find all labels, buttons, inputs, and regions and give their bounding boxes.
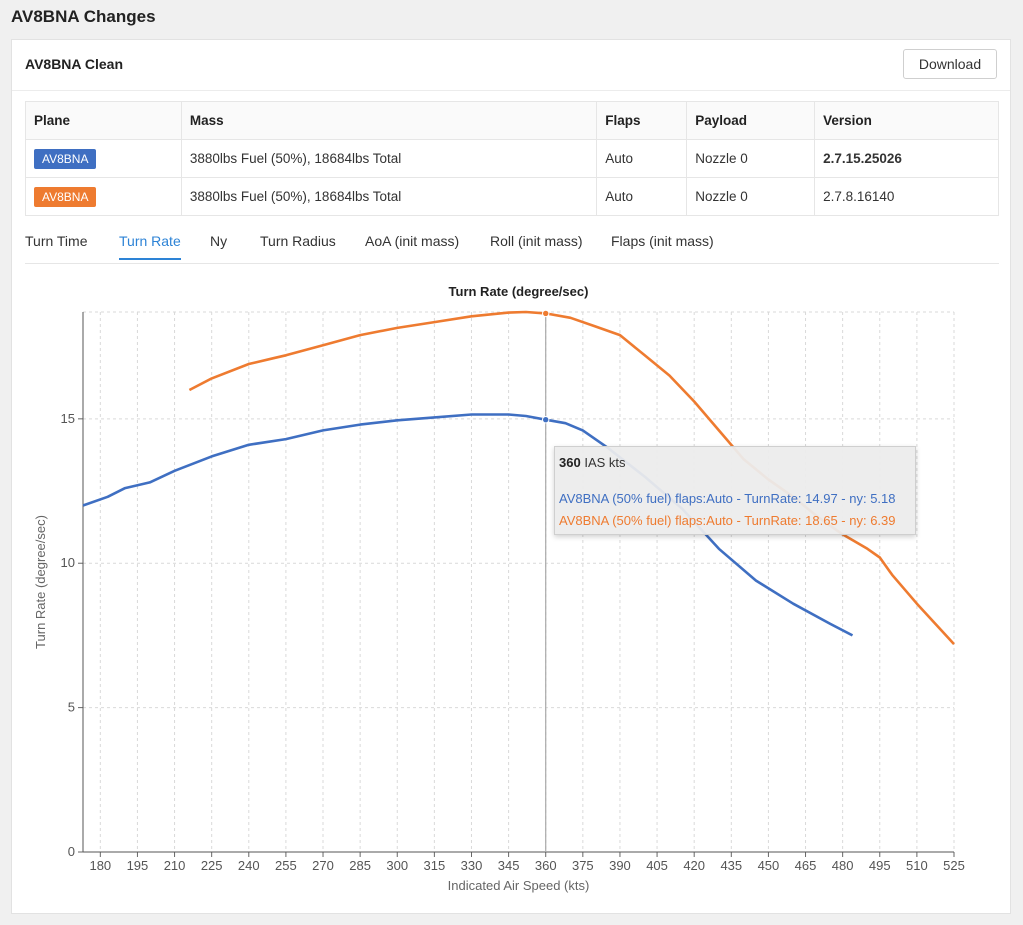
tab-ny[interactable]: Ny [210, 233, 228, 249]
x-tick-label: 180 [89, 858, 111, 873]
x-tick-label: 495 [869, 858, 891, 873]
planes-table: Plane Mass Flaps Payload Version AV8BNA … [25, 101, 999, 216]
tab-aoa[interactable]: AoA (init mass) [365, 233, 460, 249]
tooltip-row-series-2: AV8BNA (50% fuel) flaps:Auto - TurnRate:… [559, 513, 896, 528]
x-tick-label: 210 [164, 858, 186, 873]
tooltip-row-series-1: AV8BNA (50% fuel) flaps:Auto - TurnRate:… [559, 491, 896, 506]
header-plane: Plane [25, 101, 182, 140]
chart-title: Turn Rate (degree/sec) [449, 284, 589, 299]
tooltip-header: 360 IAS kts [559, 455, 626, 470]
header-version: Version [814, 101, 999, 140]
tab-turn-rate[interactable]: Turn Rate [119, 233, 181, 260]
plane-tag: AV8BNA [34, 186, 97, 207]
cursor-point-1 [542, 416, 550, 424]
x-tick-label: 255 [275, 858, 297, 873]
x-tick-label: 315 [424, 858, 446, 873]
y-tick-label: 10 [61, 555, 75, 570]
card-title: AV8BNA Clean [25, 56, 124, 72]
payload-cell: Nozzle 0 [686, 139, 816, 178]
x-tick-label: 225 [201, 858, 223, 873]
x-axis-label: Indicated Air Speed (kts) [448, 878, 590, 893]
table-header-row: Plane Mass Flaps Payload Version [25, 101, 999, 140]
x-tick-label: 420 [683, 858, 705, 873]
x-tick-label: 435 [720, 858, 742, 873]
card-header: AV8BNA Clean Download [12, 40, 1010, 91]
x-tick-label: 390 [609, 858, 631, 873]
x-tick-label: 345 [498, 858, 520, 873]
x-tick-label: 300 [386, 858, 408, 873]
table-row: AV8BNA 3880lbs Fuel (50%), 18684lbs Tota… [25, 139, 999, 178]
x-tick-label: 240 [238, 858, 260, 873]
y-axis-label: Turn Rate (degree/sec) [33, 515, 48, 649]
x-tick-label: 360 [535, 858, 557, 873]
tab-flaps[interactable]: Flaps (init mass) [611, 233, 714, 249]
tooltip-speed: 360 [559, 455, 581, 470]
header-flaps: Flaps [596, 101, 688, 140]
x-tick-label: 480 [832, 858, 854, 873]
page-title: AV8BNA Changes [11, 7, 156, 26]
x-tick-label: 270 [312, 858, 334, 873]
x-tick-label: 525 [943, 858, 965, 873]
x-tick-label: 405 [646, 858, 668, 873]
tab-turn-time[interactable]: Turn Time [25, 233, 88, 249]
x-tick-label: 285 [349, 858, 371, 873]
y-tick-label: 0 [68, 844, 75, 859]
flaps-cell: Auto [596, 177, 688, 216]
header-mass: Mass [180, 101, 598, 140]
x-tick-label: 330 [461, 858, 483, 873]
plane-cell: AV8BNA [25, 177, 182, 216]
flaps-cell: Auto [596, 139, 688, 178]
chart-tooltip: 360 IAS kts AV8BNA (50% fuel) flaps:Auto… [554, 446, 916, 535]
y-tick-label: 15 [61, 411, 75, 426]
plane-tag: AV8BNA [34, 148, 97, 169]
version-cell: 2.7.15.25026 [814, 139, 999, 178]
x-tick-label: 450 [758, 858, 780, 873]
x-tick-label: 510 [906, 858, 928, 873]
tab-turn-radius[interactable]: Turn Radius [260, 233, 336, 249]
x-tick-label: 465 [795, 858, 817, 873]
y-tick-label: 5 [68, 700, 75, 715]
mass-cell: 3880lbs Fuel (50%), 18684lbs Total [180, 139, 598, 178]
x-tick-label: 375 [572, 858, 594, 873]
cursor-point-2 [542, 309, 550, 318]
chart-tabs: Turn Time Turn Rate Ny Turn Radius AoA (… [25, 223, 999, 264]
series-line-1 [82, 413, 854, 637]
payload-cell: Nozzle 0 [686, 177, 816, 216]
series-line-2 [188, 310, 955, 645]
tooltip-speed-unit: IAS kts [584, 455, 626, 470]
table-row: AV8BNA 3880lbs Fuel (50%), 18684lbs Tota… [25, 177, 999, 216]
x-tick-label: 195 [127, 858, 149, 873]
version-cell: 2.7.8.16140 [814, 177, 999, 216]
tab-roll[interactable]: Roll (init mass) [490, 233, 583, 249]
mass-cell: 3880lbs Fuel (50%), 18684lbs Total [180, 177, 598, 216]
download-button[interactable]: Download [903, 49, 997, 79]
